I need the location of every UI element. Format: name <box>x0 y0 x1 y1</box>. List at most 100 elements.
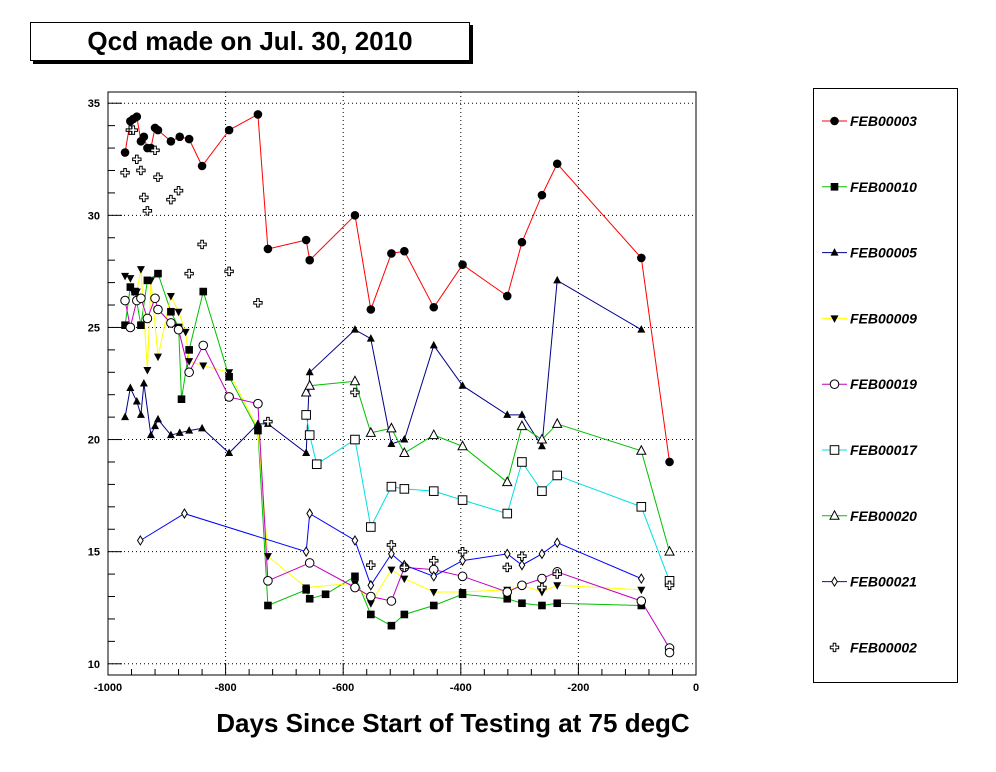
legend-marker-feb00002 <box>829 642 840 653</box>
legend-label-feb00003: FEB00003 <box>850 113 917 129</box>
data-point-feb00021 <box>388 548 395 560</box>
data-point-feb00017 <box>311 459 322 470</box>
data-point-feb00009 <box>263 553 272 561</box>
data-point-feb00002 <box>350 387 360 398</box>
data-point-feb00010 <box>305 594 314 603</box>
data-point-feb00003 <box>517 237 527 247</box>
data-point-feb00019 <box>386 596 397 606</box>
data-point-feb00020 <box>349 375 361 386</box>
data-point-feb00010 <box>400 610 409 619</box>
data-point-feb00002 <box>184 268 194 279</box>
data-point-feb00003 <box>263 244 273 254</box>
data-point-feb00002 <box>457 546 468 557</box>
data-point-feb00005 <box>146 430 155 439</box>
data-point-feb00002 <box>399 562 410 573</box>
data-point-feb00019 <box>457 571 468 582</box>
data-point-feb00002 <box>429 555 439 566</box>
data-point-feb00021 <box>181 508 188 520</box>
data-point-feb00003 <box>301 235 311 245</box>
data-point-feb00002 <box>173 185 184 196</box>
data-point-feb00019 <box>304 558 315 568</box>
data-point-feb00017 <box>457 495 468 505</box>
data-point-feb00021 <box>503 548 511 560</box>
data-point-feb00019 <box>120 295 130 306</box>
data-point-feb00010 <box>177 395 186 403</box>
data-point-feb00009 <box>153 353 162 362</box>
y-tick-label: 25 <box>88 322 100 334</box>
data-point-feb00009 <box>143 367 152 375</box>
data-point-feb00010 <box>518 599 526 608</box>
y-tick-label: 10 <box>88 659 100 671</box>
data-point-feb00019 <box>198 340 209 351</box>
data-point-feb00021 <box>430 570 438 582</box>
data-point-feb00019 <box>517 580 527 591</box>
data-point-feb00021 <box>351 535 359 546</box>
data-point-feb00002 <box>517 551 527 561</box>
data-point-feb00009 <box>400 575 409 584</box>
data-point-feb00010 <box>367 610 375 619</box>
data-point-feb00002 <box>150 145 160 155</box>
data-point-feb00009 <box>366 600 375 608</box>
data-point-feb00002 <box>537 582 547 593</box>
data-point-feb00017 <box>517 457 527 467</box>
data-point-feb00020 <box>428 429 440 440</box>
data-point-feb00003 <box>253 110 263 119</box>
data-point-feb00019 <box>173 324 184 335</box>
data-point-feb00002 <box>139 192 149 203</box>
data-point-feb00003 <box>637 253 646 263</box>
data-point-feb00005 <box>305 367 314 376</box>
data-point-feb00017 <box>304 430 315 440</box>
legend-label-feb00010: FEB00010 <box>850 179 917 195</box>
data-point-feb00021 <box>302 546 310 558</box>
legend-marker-feb00005 <box>830 248 839 256</box>
data-point-feb00010 <box>143 276 152 285</box>
data-point-feb00002 <box>153 172 163 182</box>
data-point-feb00009 <box>387 566 396 575</box>
data-point-feb00009 <box>126 275 135 283</box>
data-point-feb00017 <box>636 502 647 512</box>
y-tick-label: 30 <box>88 210 100 222</box>
data-point-feb00019 <box>142 313 153 324</box>
series-line-feb00005 <box>124 279 642 454</box>
data-point-feb00017 <box>350 434 360 445</box>
data-point-feb00002 <box>142 206 153 216</box>
data-point-feb00003 <box>665 457 674 467</box>
data-point-feb00020 <box>536 433 548 444</box>
data-point-feb00009 <box>199 362 208 371</box>
data-point-feb00021 <box>306 508 314 520</box>
data-point-feb00005 <box>350 325 359 333</box>
data-point-feb00002 <box>128 125 138 135</box>
data-point-feb00005 <box>166 430 175 439</box>
data-point-feb00021 <box>538 548 546 560</box>
data-point-feb00019 <box>184 367 194 378</box>
legend-marker-feb00017 <box>829 445 840 455</box>
data-point-feb00005 <box>429 340 438 349</box>
legend-label-feb00009: FEB00009 <box>850 310 917 326</box>
data-point-feb00005 <box>366 334 375 342</box>
data-point-feb00009 <box>181 328 190 337</box>
data-point-feb00002 <box>552 569 562 579</box>
y-tick-label: 35 <box>88 98 100 110</box>
data-point-feb00010 <box>351 572 359 581</box>
data-point-feb00010 <box>387 621 396 630</box>
data-point-feb00009 <box>537 589 546 597</box>
data-point-feb00009 <box>121 272 130 281</box>
data-point-feb00005 <box>225 448 234 457</box>
data-point-feb00019 <box>636 596 647 606</box>
data-point-feb00019 <box>136 293 146 304</box>
data-point-feb00019 <box>224 392 234 402</box>
data-point-feb00020 <box>365 426 377 437</box>
data-point-feb00005 <box>637 325 646 333</box>
legend-label-feb00005: FEB00005 <box>850 245 917 261</box>
data-point-feb00005 <box>185 426 194 434</box>
x-tick-label: -600 <box>332 682 354 694</box>
data-point-feb00021 <box>367 579 375 591</box>
data-point-feb00005 <box>198 423 207 432</box>
data-point-feb00005 <box>151 421 160 430</box>
data-point-feb00005 <box>175 428 184 436</box>
data-point-feb00017 <box>366 522 376 532</box>
data-point-feb00002 <box>132 154 142 164</box>
data-point-feb00020 <box>635 444 647 455</box>
data-point-feb00010 <box>321 590 330 599</box>
